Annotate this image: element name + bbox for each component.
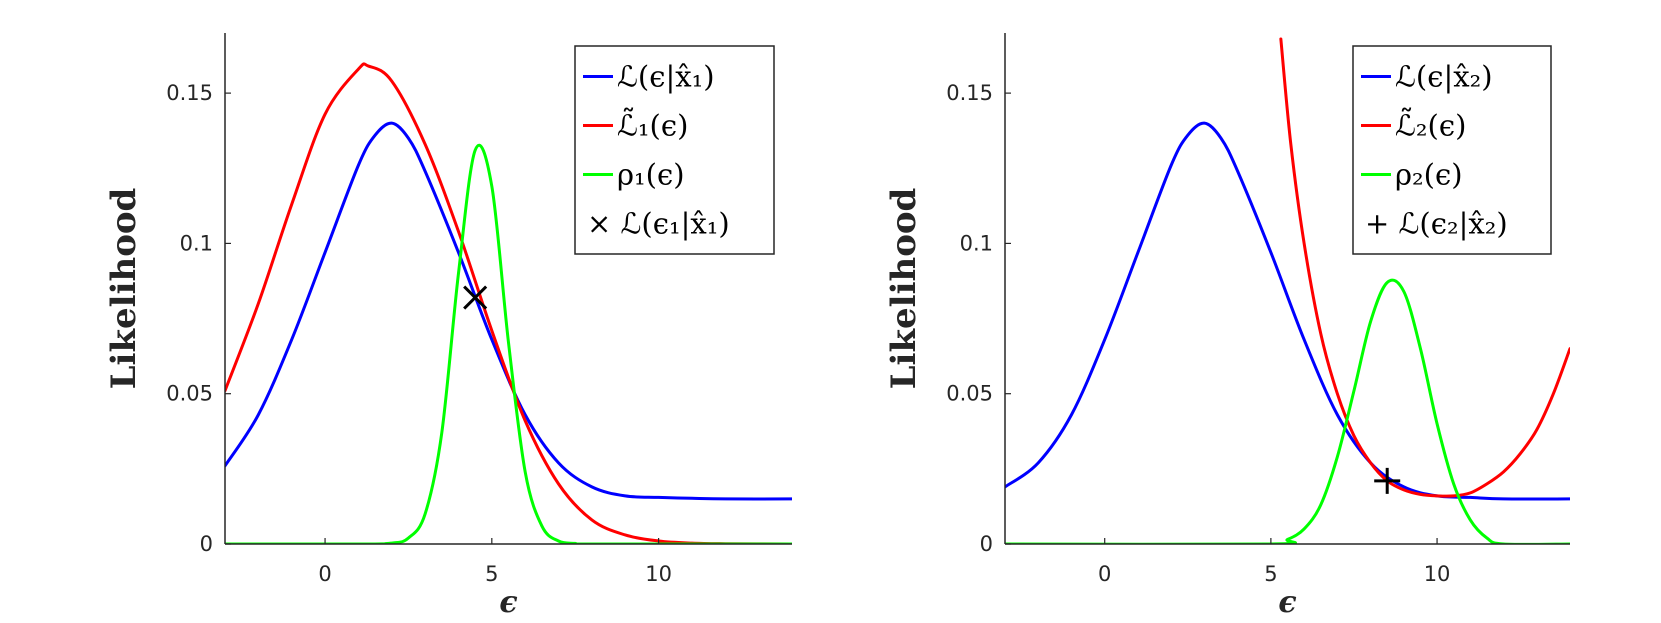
y-axis-label: Likelihood: [884, 188, 924, 390]
plus-marker: [1374, 467, 1401, 494]
x-axis-label: ϵ: [499, 585, 517, 620]
y-tick-label: 0.15: [166, 81, 213, 105]
y-tick-label: 0: [200, 532, 213, 556]
legend-entry-marker: + ℒ(ϵ₂|x̂₂): [1365, 207, 1508, 241]
x-axis-label: ϵ: [1278, 585, 1296, 620]
legend-entry: ℒ̃₁(ϵ): [617, 107, 688, 142]
chart-panel-right: 0 0.05 0.1 0.15 0 5 10 Likelihood ϵ ℒ(ϵ|x̂₂) ℒ̃₂(ϵ…: [884, 33, 1570, 620]
series-line-green: [225, 143, 792, 544]
legend-entry: ℒ(ϵ|x̂₁): [617, 60, 715, 94]
series-group: [1005, 37, 1570, 544]
legend-entry: ρ₂(ϵ): [1395, 158, 1463, 192]
series-line-red: [1279, 37, 1570, 498]
cross-marker: [463, 285, 488, 310]
y-tick-label: 0.05: [166, 382, 213, 406]
series-line-green: [1005, 278, 1570, 544]
legend-entry-marker: × ℒ(ϵ₁|x̂₁): [587, 207, 730, 241]
legend-entry: ℒ̃₂(ϵ): [1395, 107, 1466, 142]
x-tick-label: 5: [1264, 562, 1277, 586]
legend: ℒ(ϵ|x̂₁) ℒ̃₁(ϵ) ρ₁(ϵ) × ℒ(ϵ₁|x̂₁): [574, 45, 775, 255]
series-line-blue: [225, 121, 792, 501]
y-tick-label: 0.05: [946, 382, 993, 406]
x-tick-label: 0: [318, 562, 331, 586]
legend-entry: ℒ(ϵ|x̂₂): [1395, 60, 1493, 94]
x-tick-label: 5: [485, 562, 498, 586]
y-tick-label: 0.1: [180, 231, 213, 255]
chart-panel-left: 0 0.05 0.1 0.15 0 5 10 Likelihood ϵ ℒ(ϵ|x̂₁) ℒ̃₁(ϵ…: [104, 33, 792, 620]
legend-box: [1352, 45, 1552, 255]
x-tick-label: 0: [1098, 562, 1111, 586]
legend-box: [574, 45, 775, 255]
y-tick-label: 0.1: [960, 231, 993, 255]
x-tick-label: 10: [1424, 562, 1451, 586]
legend-entry: ρ₁(ϵ): [617, 158, 685, 192]
legend: ℒ(ϵ|x̂₂) ℒ̃₂(ϵ) ρ₂(ϵ) + ℒ(ϵ₂|x̂₂): [1352, 45, 1552, 255]
y-tick-label: 0.15: [946, 81, 993, 105]
x-tick-label: 10: [645, 562, 672, 586]
y-axis-label: Likelihood: [104, 188, 144, 390]
y-tick-label: 0: [980, 532, 993, 556]
